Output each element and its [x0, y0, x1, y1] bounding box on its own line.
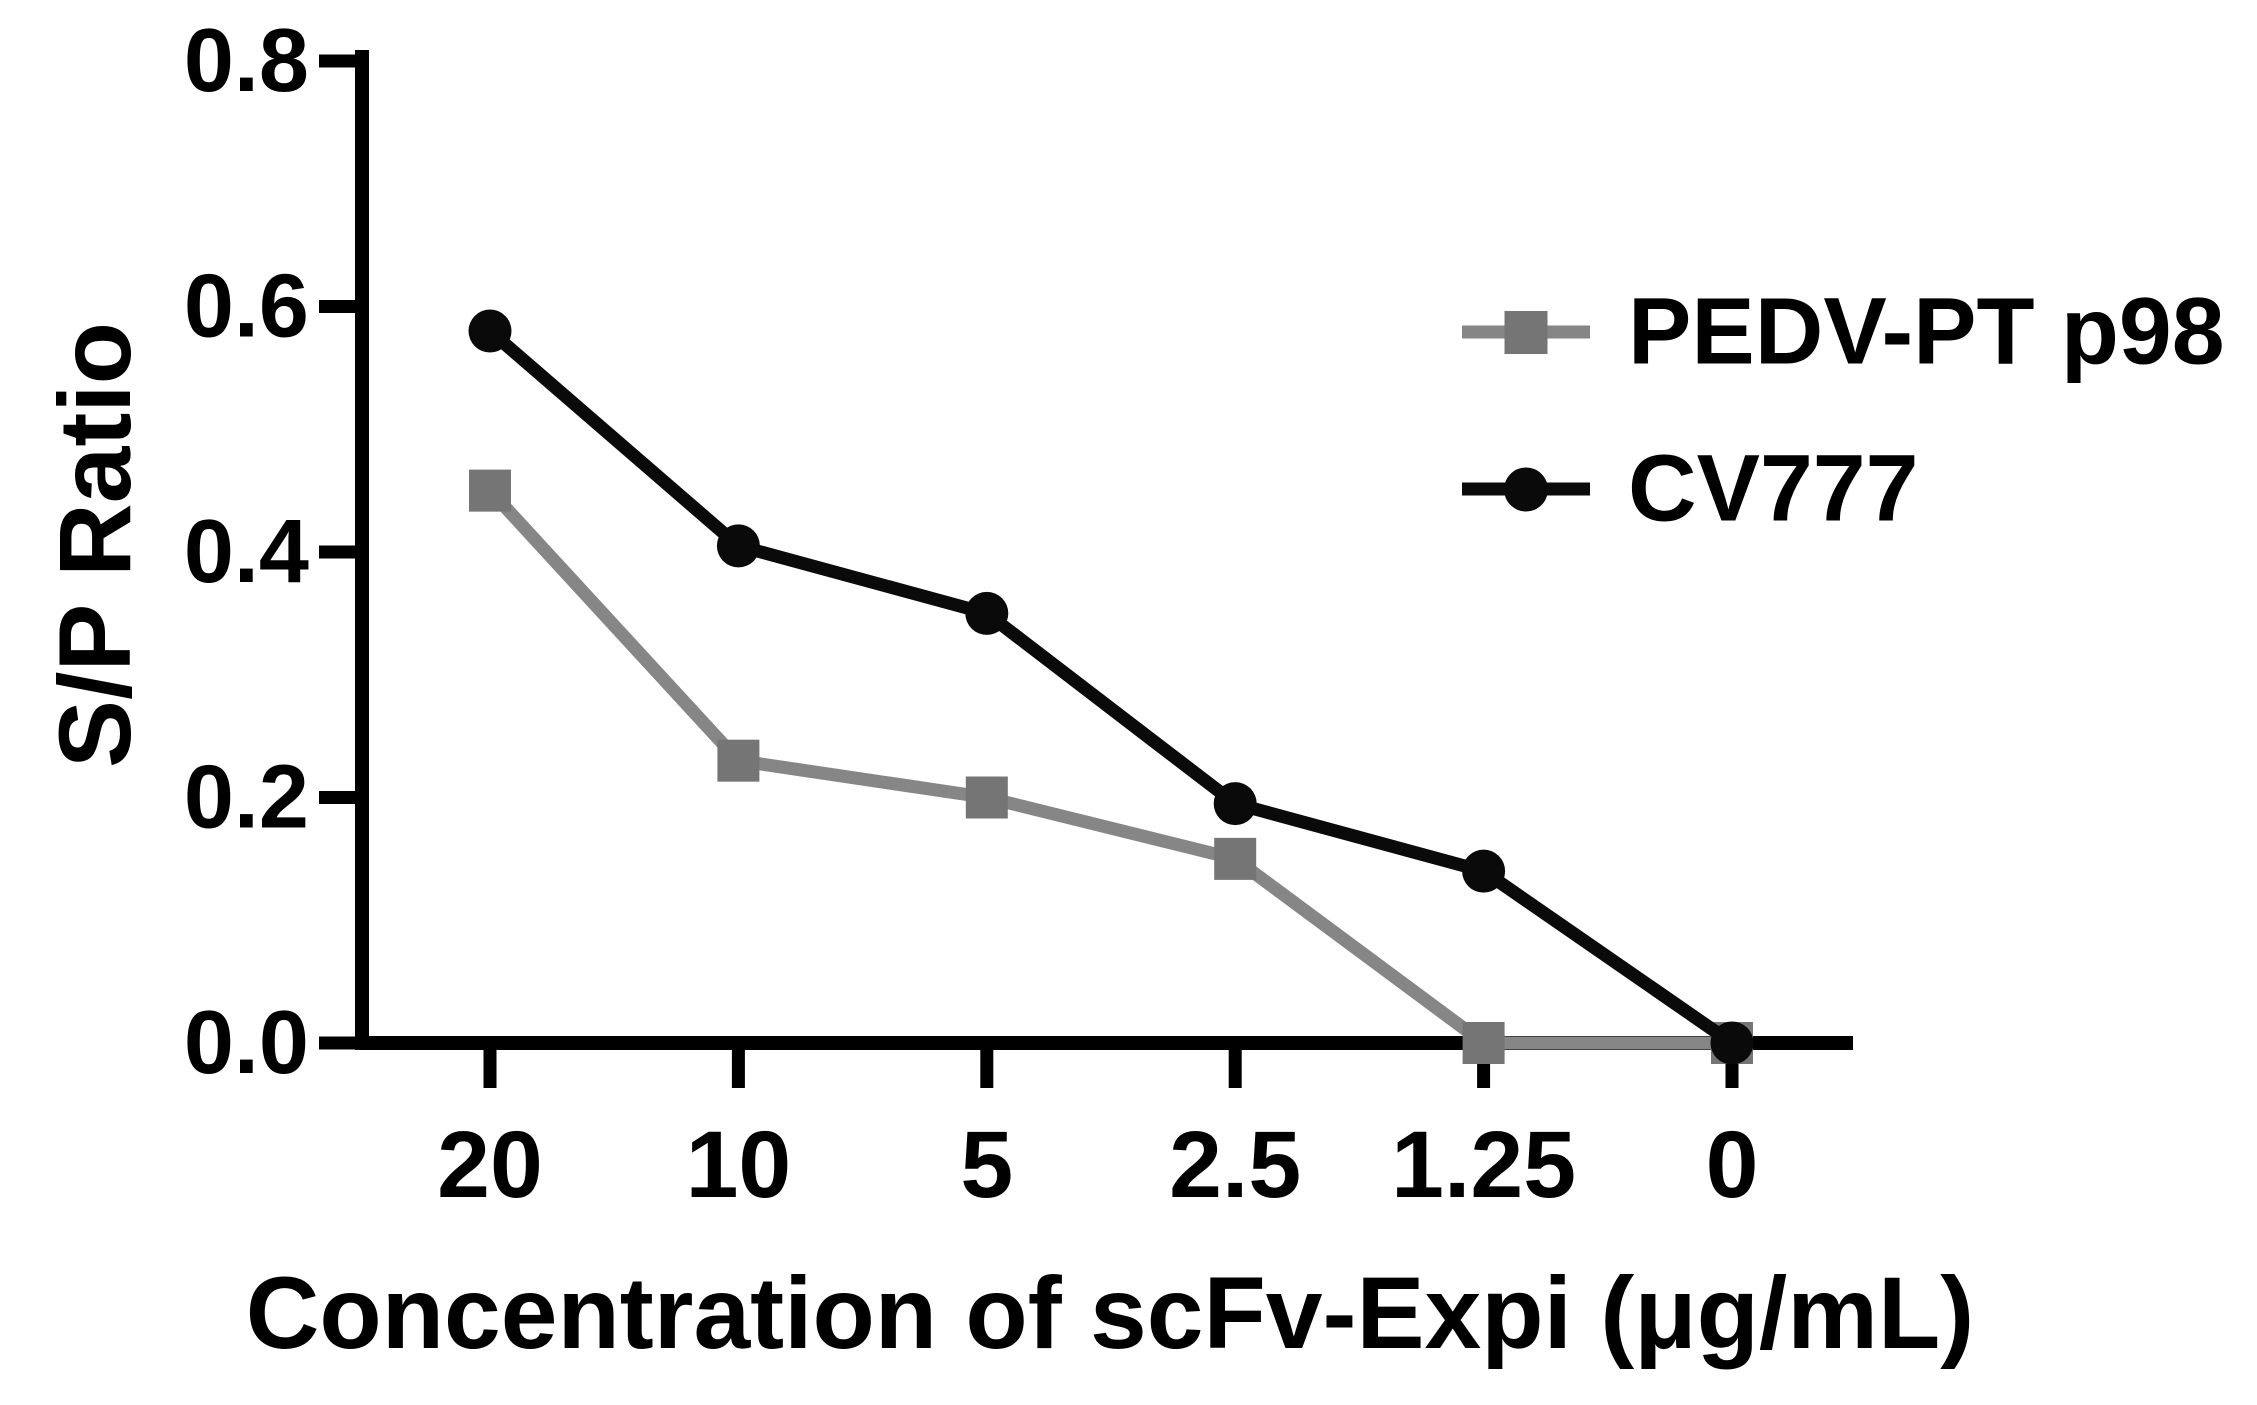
y-tick [319, 545, 356, 559]
y-tick [319, 791, 356, 804]
x-tick-label: 2.5 [1169, 1112, 1301, 1218]
y-tick-label: 0.8 [184, 11, 309, 111]
square-marker-icon [1504, 310, 1548, 354]
series-pedv-pt-p98-line [485, 486, 1732, 1050]
x-tick-label: 5 [960, 1112, 1013, 1218]
x-tick-label: 0 [1706, 1112, 1759, 1218]
series-cv777-marker [1710, 1021, 1754, 1065]
y-tick-label: 0.2 [184, 748, 309, 848]
x-tick-label: 10 [686, 1112, 792, 1218]
series-cv777-marker [1462, 849, 1506, 893]
x-tick [980, 1050, 994, 1088]
y-tick-label: 0.0 [184, 993, 309, 1093]
x-tick [731, 1050, 745, 1088]
legend-line-swatch [1462, 467, 1590, 511]
y-tick [319, 1036, 356, 1050]
series-cv777-marker [1213, 782, 1257, 826]
legend-entry-cv777: CV777 [1462, 435, 1919, 542]
series-cv777-marker [965, 591, 1009, 635]
series-cv777-marker [468, 309, 512, 353]
legend-label-pedv-pt-p98: PEDV-PT p98 [1628, 278, 2225, 385]
legend-entry-pedv-pt-p98: PEDV-PT p98 [1462, 278, 2225, 385]
y-tick [319, 54, 356, 68]
series-pedv-pt-p98-marker [469, 469, 511, 512]
series-cv777-marker [716, 524, 760, 568]
legend-line-swatch [1462, 310, 1590, 354]
x-tick-label: 1.25 [1391, 1112, 1576, 1218]
series-pedv-pt-p98-marker [1214, 837, 1257, 880]
y-tick-label: 0.6 [184, 257, 309, 357]
y-tick-label: 0.4 [184, 502, 309, 602]
x-axis-title: Concentration of scFv-Expi (μg/mL) [245, 1256, 1975, 1370]
circle-marker-icon [1504, 467, 1548, 511]
x-tick [483, 1050, 497, 1088]
x-tick [1228, 1050, 1242, 1088]
x-tick-label: 20 [437, 1112, 543, 1218]
legend-label-cv777: CV777 [1628, 435, 1919, 542]
series-pedv-pt-p98-marker [965, 776, 1008, 819]
series-pedv-pt-p98-marker [1462, 1022, 1505, 1064]
series-pedv-pt-p98-marker [717, 739, 760, 782]
y-axis-line [355, 50, 369, 1050]
y-axis-title: S/P Ratio [38, 322, 152, 768]
y-tick [319, 300, 356, 313]
series-cv777-line [485, 326, 1736, 1049]
